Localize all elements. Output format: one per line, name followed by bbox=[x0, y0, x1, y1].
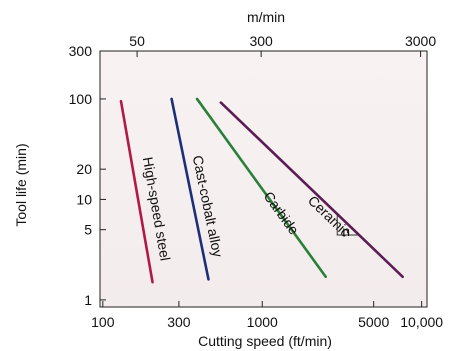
top-x-tick-label-2: 3000 bbox=[405, 33, 436, 49]
y-tick-label-0: 1 bbox=[84, 292, 92, 308]
series-line-1 bbox=[170, 97, 210, 281]
top-axis-label: m/min bbox=[247, 9, 285, 25]
y-tick-label-4: 100 bbox=[69, 91, 93, 107]
series-line-3 bbox=[219, 101, 404, 279]
y-tick-label-5: 300 bbox=[69, 43, 93, 59]
x-axis-label: Cutting speed (ft/min) bbox=[198, 333, 332, 349]
slope-triangle bbox=[336, 214, 360, 236]
x-tick-label-0: 100 bbox=[91, 314, 115, 330]
y-tick-label-3: 20 bbox=[76, 161, 92, 177]
x-tick-label-3: 5000 bbox=[358, 314, 389, 330]
tick-layer: 100 300 1000 5000 10,000 50 300 3000 1 5 10 20 100 30… bbox=[69, 33, 444, 330]
series-line-2 bbox=[195, 97, 327, 279]
y-tick-label-2: 10 bbox=[76, 191, 92, 207]
y-axis-label: Tool life (min) bbox=[13, 143, 29, 226]
x-tick-label-1: 300 bbox=[167, 314, 191, 330]
x-tick-label-4: 10,000 bbox=[400, 314, 443, 330]
top-x-tick-label-0: 50 bbox=[129, 33, 145, 49]
plot-area bbox=[99, 50, 428, 308]
annotation-layer: n bbox=[336, 214, 360, 239]
top-x-tick-label-1: 300 bbox=[249, 33, 273, 49]
y-tick-label-1: 5 bbox=[84, 222, 92, 238]
series-line-0 bbox=[119, 99, 154, 284]
x-tick-label-2: 1000 bbox=[247, 314, 278, 330]
slope-annotation: n bbox=[342, 223, 350, 239]
